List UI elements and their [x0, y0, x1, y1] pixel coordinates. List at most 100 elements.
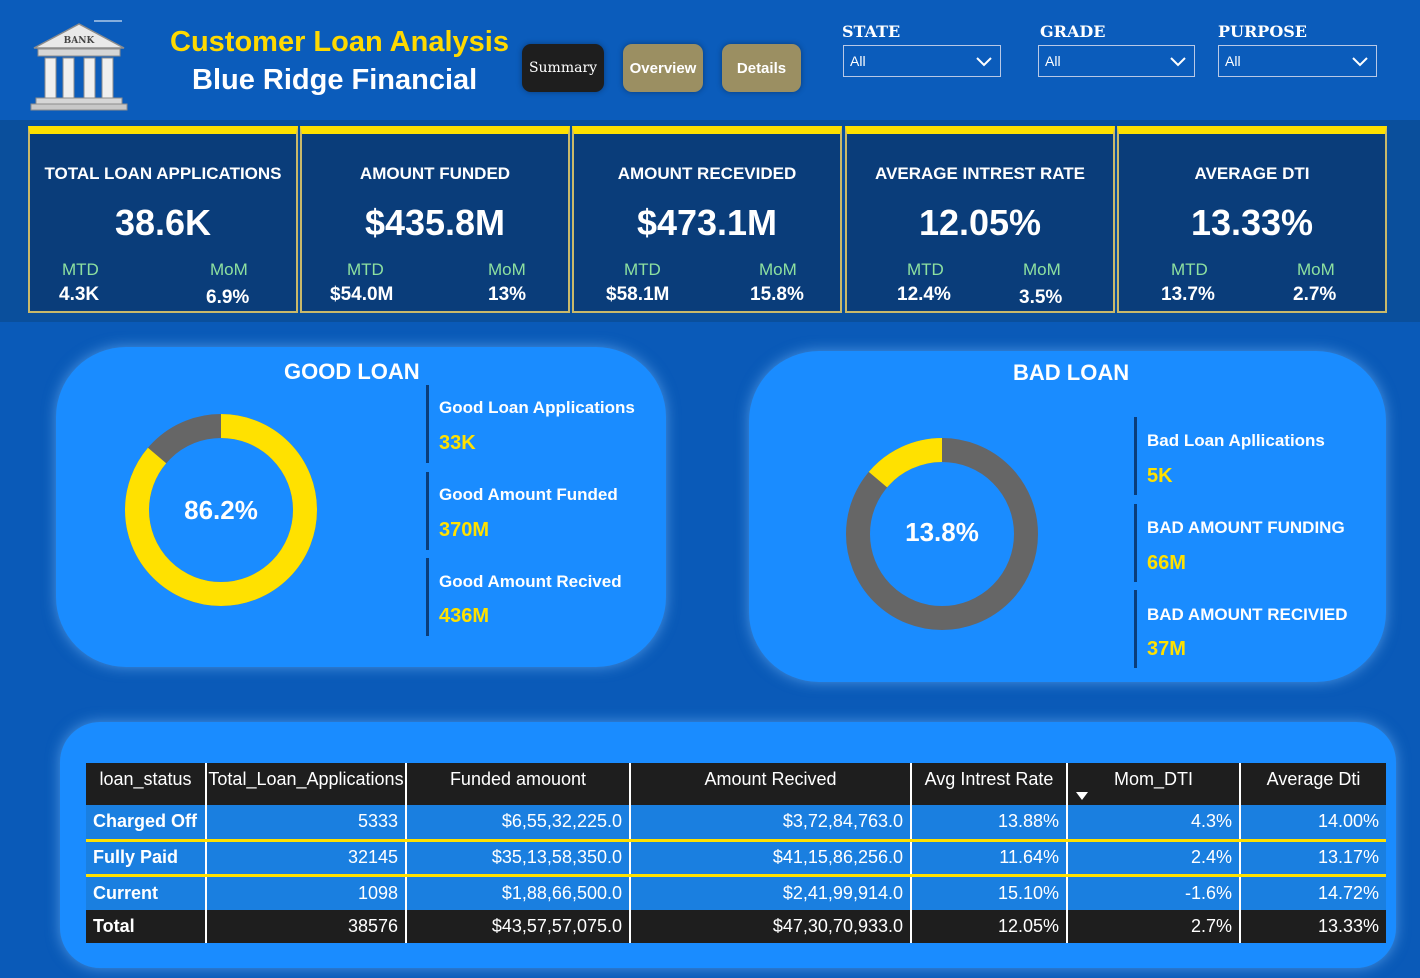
kpi-mtd-label: MTD	[1171, 260, 1208, 279]
cell-total-funded-amount: $43,57,57,075.0	[405, 910, 630, 943]
cell-amount-received: $3,72,84,763.0	[629, 805, 911, 842]
kpi-mom-label: MoM	[1023, 260, 1061, 279]
stat-divider	[1134, 590, 1137, 668]
kpi-mtd-label: MTD	[624, 260, 661, 279]
kpi-card-average-dti: AVERAGE DTI 13.33% MTD 13.7% MoM 2.7%	[1117, 126, 1387, 313]
cell-total-applications: 5333	[205, 805, 406, 842]
bad-amount-funding-value: 66M	[1147, 552, 1186, 574]
state-filter-label: STATE	[842, 22, 901, 41]
kpi-value: $473.1M	[636, 202, 778, 243]
kpi-mom-label: MoM	[759, 260, 797, 279]
kpi-title: TOTAL LOAN APPLICATIONS	[44, 164, 282, 183]
kpi-mtd-value: 13.7%	[1161, 284, 1215, 305]
column-header-mom-dti-label: Mom_DTI	[1113, 769, 1193, 789]
stat-divider	[426, 558, 429, 636]
kpi-value: 12.05%	[918, 202, 1042, 243]
good-loan-donut	[125, 414, 317, 606]
cell-avg-interest-rate: 15.10%	[910, 875, 1067, 910]
kpi-title: AMOUNT RECEVIDED	[617, 164, 797, 183]
kpi-value: 38.6K	[114, 202, 212, 243]
good-amount-funded-value: 370M	[439, 519, 490, 541]
cell-average-dti: 14.72%	[1239, 875, 1386, 910]
cell-funded-amount: $1,88,66,500.0	[405, 875, 630, 910]
cell-average-dti: 14.00%	[1239, 805, 1386, 842]
bad-loan-applications-value: 5K	[1147, 465, 1173, 487]
column-header-avg-interest-rate[interactable]: Avg Intrest Rate	[910, 763, 1067, 805]
table-row: Current 1098 $1,88,66,500.0 $2,41,99,914…	[86, 875, 1386, 910]
good-loan-panel	[56, 347, 666, 667]
kpi-card-amount-funded: AMOUNT FUNDED $435.8M MTD $54.0M MoM 13%	[300, 126, 570, 313]
summary-button[interactable]: Summary	[522, 44, 604, 92]
bad-amount-received-value: 37M	[1147, 638, 1186, 660]
details-button[interactable]: Details	[722, 44, 801, 92]
chevron-down-icon	[1170, 57, 1186, 67]
bad-amount-funding-label: BAD AMOUNT FUNDING	[1147, 518, 1345, 537]
kpi-mtd-label: MTD	[907, 260, 944, 279]
bank-logo-text: BANK	[64, 36, 96, 46]
kpi-mtd-label: MTD	[347, 260, 384, 279]
cell-mom-dti: -1.6%	[1066, 875, 1240, 910]
good-amount-funded-label: Good Amount Funded	[439, 485, 618, 504]
column-header-amount-received[interactable]: Amount Recived	[629, 763, 911, 805]
good-loan-donut-arc	[125, 414, 317, 606]
good-loan-applications-value: 33K	[439, 432, 476, 454]
cell-average-dti: 13.17%	[1239, 840, 1386, 877]
stat-divider	[1134, 504, 1137, 582]
purpose-filter-value: All	[1225, 53, 1241, 69]
good-amount-received-value: 436M	[439, 605, 490, 627]
cell-total-applications: 38576	[205, 910, 406, 943]
kpi-card-total-applications: TOTAL LOAN APPLICATIONS 38.6K MTD 4.3K M…	[28, 126, 298, 313]
cell-total-mom-dti: 2.7%	[1066, 910, 1240, 943]
grade-filter-dropdown[interactable]: All	[1038, 45, 1195, 77]
cell-total-avg-interest-rate: 12.05%	[910, 910, 1067, 943]
kpi-mom-label: MoM	[488, 260, 526, 279]
header-bar	[0, 0, 1420, 120]
cell-loan-status: Current	[86, 875, 206, 910]
good-loan-title: GOOD LOAN	[284, 359, 420, 384]
stat-divider	[1134, 417, 1137, 495]
cell-loan-status: Charged Off	[86, 805, 206, 842]
grade-filter-value: All	[1045, 53, 1061, 69]
kpi-mtd-value: $58.1M	[606, 284, 670, 305]
kpi-mom-value: 6.9%	[206, 287, 250, 308]
column-header-loan-status[interactable]: loan_status	[86, 763, 206, 805]
kpi-mom-label: MoM	[1297, 260, 1335, 279]
purpose-filter-label: PURPOSE	[1218, 22, 1307, 41]
column-header-mom-dti[interactable]: Mom_DTI	[1066, 763, 1240, 805]
state-filter-dropdown[interactable]: All	[843, 45, 1001, 77]
bad-loan-percent: 13.8%	[905, 517, 979, 547]
table-header-row: loan_status Total_Loan_Applications Fund…	[86, 763, 1386, 805]
grade-filter-label: GRADE	[1040, 22, 1106, 41]
column-header-total-loan-applications[interactable]: Total_Loan_Applications	[205, 763, 406, 805]
cell-amount-received: $41,15,86,256.0	[629, 840, 911, 877]
sort-descending-icon[interactable]	[1076, 792, 1088, 800]
kpi-title: AMOUNT FUNDED	[359, 164, 511, 183]
good-amount-received-label: Good Amount Recived	[439, 572, 622, 591]
purpose-filter-dropdown[interactable]: All	[1218, 45, 1377, 77]
table-row: Charged Off 5333 $6,55,32,225.0 $3,72,84…	[86, 805, 1386, 842]
bad-loan-donut	[846, 438, 1038, 630]
cell-total-applications: 1098	[205, 875, 406, 910]
table-row: Fully Paid 32145 $35,13,58,350.0 $41,15,…	[86, 840, 1386, 877]
kpi-mtd-value: $54.0M	[330, 284, 394, 305]
chevron-down-icon	[976, 57, 992, 67]
kpi-mom-value: 3.5%	[1019, 287, 1063, 308]
bank-logo-icon: BANK	[30, 20, 128, 111]
chevron-down-icon	[1352, 57, 1368, 67]
bad-loan-title: BAD LOAN	[1013, 360, 1130, 385]
stat-divider	[426, 472, 429, 550]
kpi-mtd-value: 12.4%	[897, 284, 951, 305]
column-header-funded-amount[interactable]: Funded amouont	[405, 763, 630, 805]
cell-funded-amount: $6,55,32,225.0	[405, 805, 630, 842]
loan-status-table: loan_status Total_Loan_Applications Fund…	[86, 763, 1386, 943]
state-filter-value: All	[850, 53, 866, 69]
cell-loan-status: Fully Paid	[86, 840, 206, 877]
cell-avg-interest-rate: 11.64%	[910, 840, 1067, 877]
cell-avg-interest-rate: 13.88%	[910, 805, 1067, 842]
kpi-card-average-interest-rate: AVERAGE INTREST RATE 12.05% MTD 12.4% Mo…	[845, 126, 1115, 313]
good-loan-applications-label: Good Loan Applications	[439, 398, 635, 417]
column-header-average-dti[interactable]: Average Dti	[1239, 763, 1386, 805]
kpi-mom-value: 13%	[488, 284, 527, 305]
bad-amount-received-label: BAD AMOUNT RECIVIED	[1147, 605, 1348, 624]
overview-button[interactable]: Overview	[623, 44, 703, 92]
